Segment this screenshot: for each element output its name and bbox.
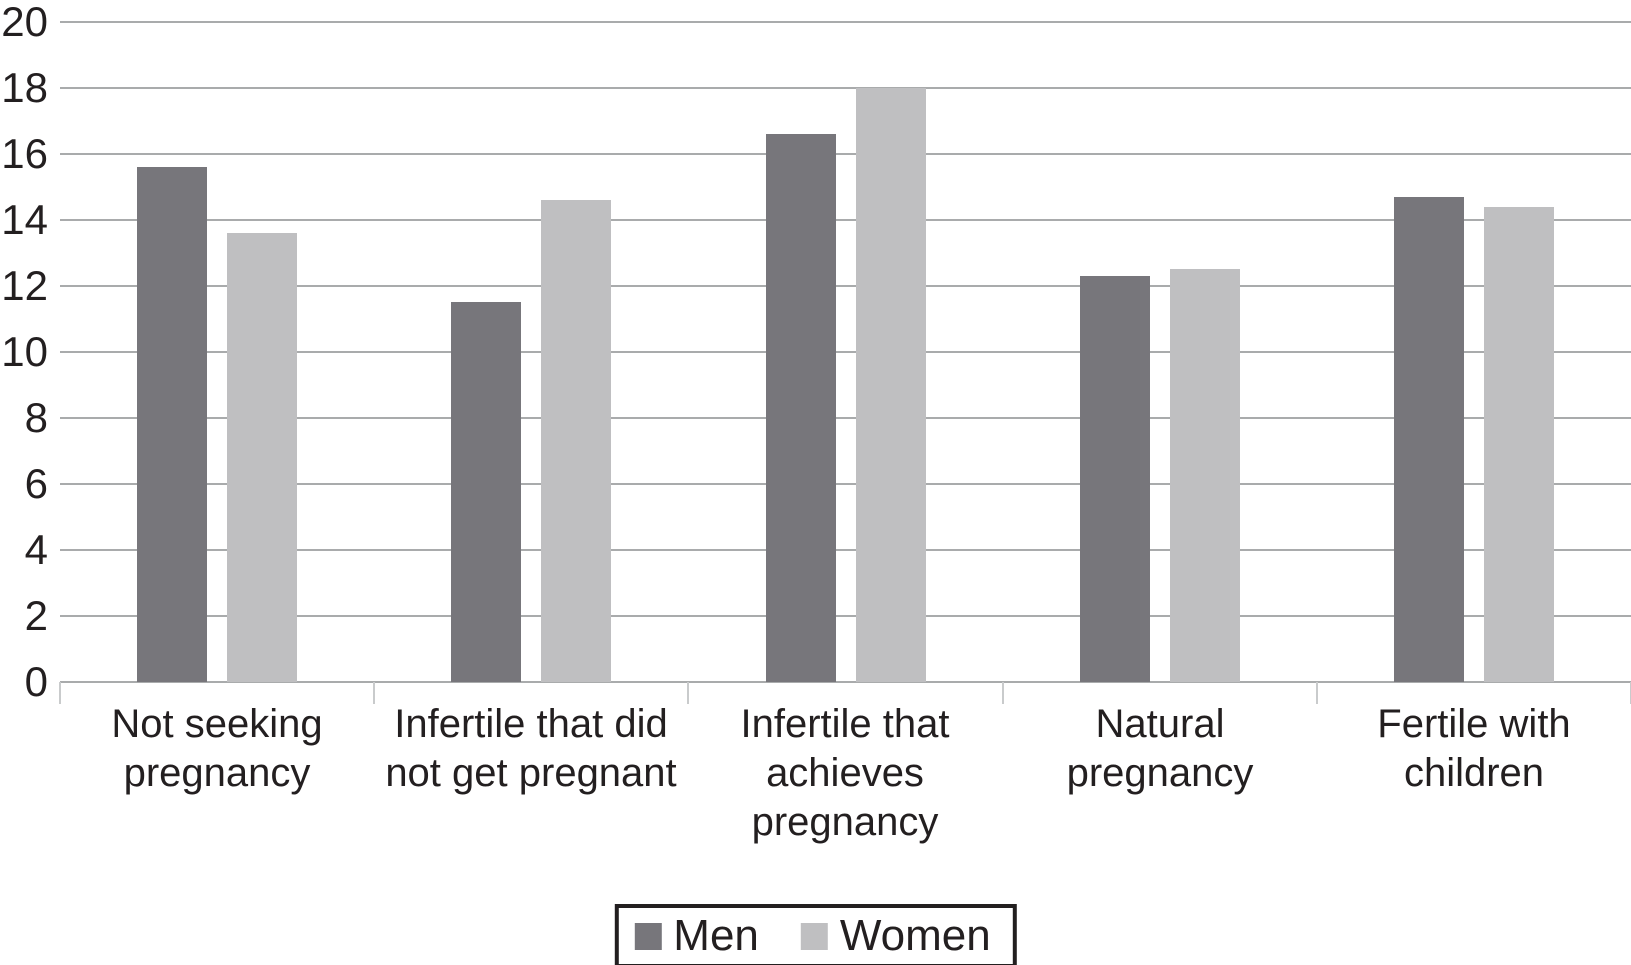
chart-legend: Men Women [614, 904, 1017, 965]
x-category-label-line: achieves [766, 751, 924, 795]
gridline-y-16 [60, 153, 1631, 155]
y-axis-tick-label: 8 [24, 394, 48, 441]
y-axis-tick-label: 16 [1, 130, 48, 177]
y-axis-tick-label: 12 [1, 262, 48, 309]
x-category-label-line: Infertile that did [394, 702, 668, 746]
gridline-y-8 [60, 417, 1631, 419]
x-axis-tick [373, 682, 375, 704]
women-bar-5 [1484, 207, 1554, 682]
gridline-y-4 [60, 549, 1631, 551]
x-category-label-line: Not seeking [111, 702, 323, 746]
gridline-y-6 [60, 483, 1631, 485]
y-axis-tick-label: 20 [1, 0, 48, 45]
x-category-label-line: Natural [1095, 702, 1225, 746]
legend-item-men: Men [634, 914, 759, 958]
y-axis-tick-label: 6 [24, 460, 48, 507]
x-category-label-line: pregnancy [123, 751, 311, 795]
x-category-label-line: Fertile with [1377, 702, 1571, 746]
x-axis-tick [1002, 682, 1004, 704]
y-axis-tick-label: 10 [1, 328, 48, 375]
x-category-label-1: Not seeking pregnancy [60, 700, 374, 798]
y-axis-tick-label: 14 [1, 196, 48, 243]
women-bar-3 [856, 88, 926, 682]
gridline-y-14 [60, 219, 1631, 221]
men-bar-1 [137, 167, 207, 682]
gridline-y-2 [60, 615, 1631, 617]
x-axis-tick [59, 682, 61, 704]
x-category-label-5: Fertile with children [1317, 700, 1631, 798]
legend-label-women: Women [839, 911, 991, 960]
gridline-y-20 [60, 21, 1631, 23]
women-bar-4 [1170, 269, 1240, 682]
x-category-label-2: Infertile that did not get pregnant [374, 700, 688, 798]
gridline-y-0 [60, 681, 1631, 683]
x-axis-tick [687, 682, 689, 704]
x-category-label-3: Infertile that achieves pregnancy [688, 700, 1002, 847]
men-bar-3 [766, 134, 836, 682]
x-category-label-line: Infertile that [740, 702, 950, 746]
men-bar-5 [1394, 197, 1464, 682]
y-axis-tick-label: 18 [1, 64, 48, 111]
gridline-y-18 [60, 87, 1631, 89]
x-category-label-line: children [1403, 751, 1545, 795]
women-bar-1 [227, 233, 297, 682]
x-category-label-4: Natural pregnancy [1003, 700, 1317, 798]
x-category-label-line: pregnancy [1066, 751, 1254, 795]
gridline-y-10 [60, 351, 1631, 353]
y-axis-tick-label: 2 [24, 592, 48, 639]
legend-item-women: Women [800, 911, 991, 960]
gridline-y-12 [60, 285, 1631, 287]
y-axis-tick-label: 0 [24, 658, 48, 705]
x-category-label-line: pregnancy [751, 800, 939, 844]
x-category-label-line: not get pregnant [385, 751, 677, 795]
men-bar-2 [451, 302, 521, 682]
y-axis-tick-label: 4 [24, 526, 48, 573]
legend-label-men: Men [673, 911, 759, 960]
women-bar-2 [541, 200, 611, 682]
women-series-swatch [800, 922, 828, 950]
men-bar-4 [1080, 276, 1150, 682]
men-series-swatch [634, 922, 662, 950]
x-axis-tick [1316, 682, 1318, 704]
